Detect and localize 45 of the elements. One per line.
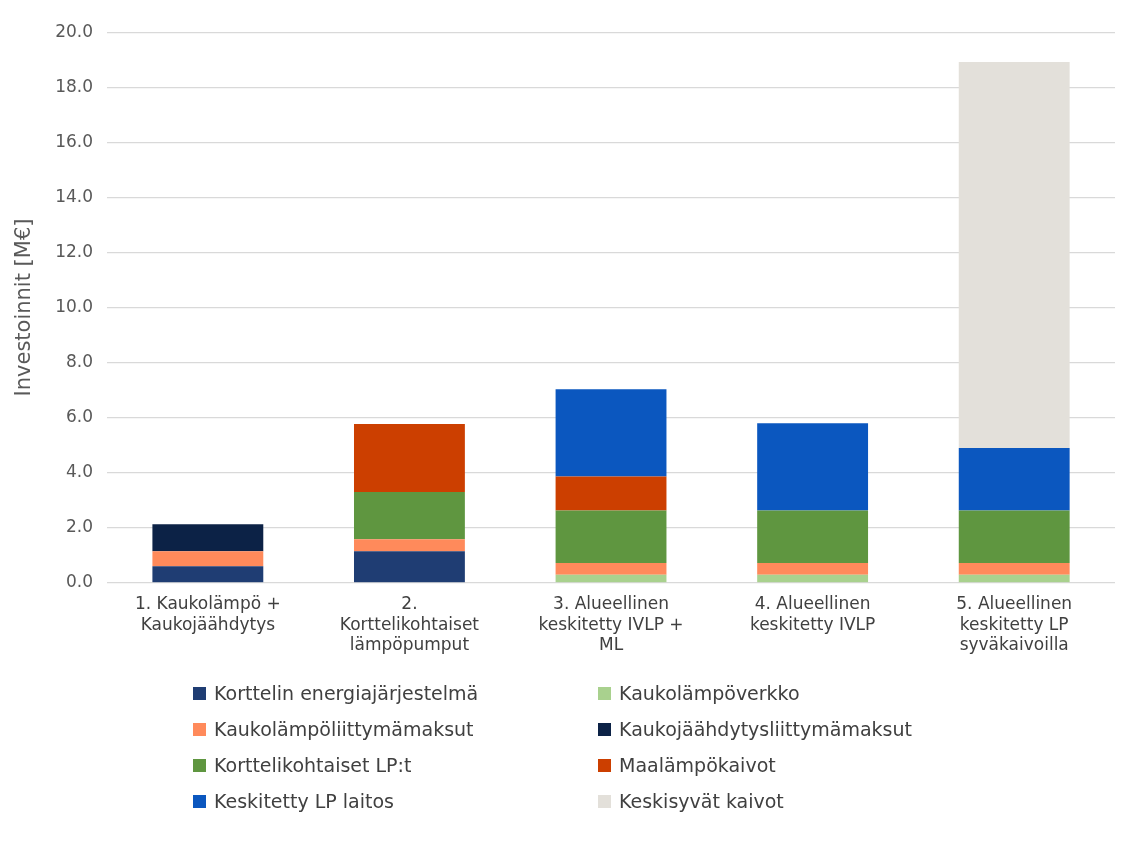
bar (555, 562, 667, 575)
y-tick-label: 14.0 (55, 185, 94, 206)
bar (958, 510, 1070, 563)
y-tick-label: 12.0 (55, 240, 94, 261)
y-tick-label: 16.0 (55, 130, 94, 151)
legend-label: Kaukojäähdytysliittymämaksut (619, 718, 912, 740)
bar (757, 574, 869, 583)
legend-label: Maalämpökaivot (619, 754, 776, 776)
x-tick-label: 3. Alueellinen keskitetty IVLP + ML (538, 593, 684, 655)
y-tick-label: 0.0 (66, 571, 94, 592)
y-tick-label: 8.0 (66, 350, 94, 371)
bar (152, 551, 264, 567)
bar (152, 566, 264, 583)
bar (354, 551, 465, 583)
y-tick-label: 2.0 (66, 516, 94, 537)
bar (354, 491, 465, 540)
legend-label: Keskitetty LP laitos (214, 790, 394, 812)
x-tick-label: 1. Kaukolämpö + Kaukojäähdytys (134, 593, 281, 634)
bar (958, 447, 1070, 511)
y-tick-label: 20.0 (55, 20, 94, 41)
legend-label: Kaukolämpöliittymämaksut (214, 718, 474, 740)
bar (757, 423, 869, 511)
bar (757, 562, 869, 575)
bar (354, 423, 465, 492)
bar (555, 574, 667, 583)
y-tick-label: 6.0 (66, 406, 94, 427)
y-axis-title: Investoinnit [M€] (11, 218, 36, 397)
legend-label: Kaukolämpöverkko (619, 682, 800, 704)
y-tick-label: 4.0 (66, 461, 94, 482)
bar (354, 539, 465, 552)
bar (958, 574, 1070, 583)
legend-label: Korttelin energiajärjestelmä (214, 682, 479, 704)
bar (555, 510, 667, 563)
bar (757, 510, 869, 563)
x-tick-label: 2. Korttelikohtaiset lämpöpumput (339, 593, 480, 655)
bar (152, 524, 264, 552)
bar (958, 562, 1070, 575)
legend-label: Keskisyvät kaivot (619, 790, 784, 812)
bar (555, 476, 667, 511)
y-tick-label: 18.0 (55, 75, 94, 96)
legend-label: Korttelikohtaiset LP:t (214, 754, 412, 776)
y-tick-label: 10.0 (55, 295, 94, 316)
bar (555, 389, 667, 477)
x-tick-label: 5. Alueellinen keskitetty LP syväkaivoilla (956, 593, 1073, 655)
x-tick-label: 4. Alueellinen keskitetty IVLP (749, 593, 876, 634)
